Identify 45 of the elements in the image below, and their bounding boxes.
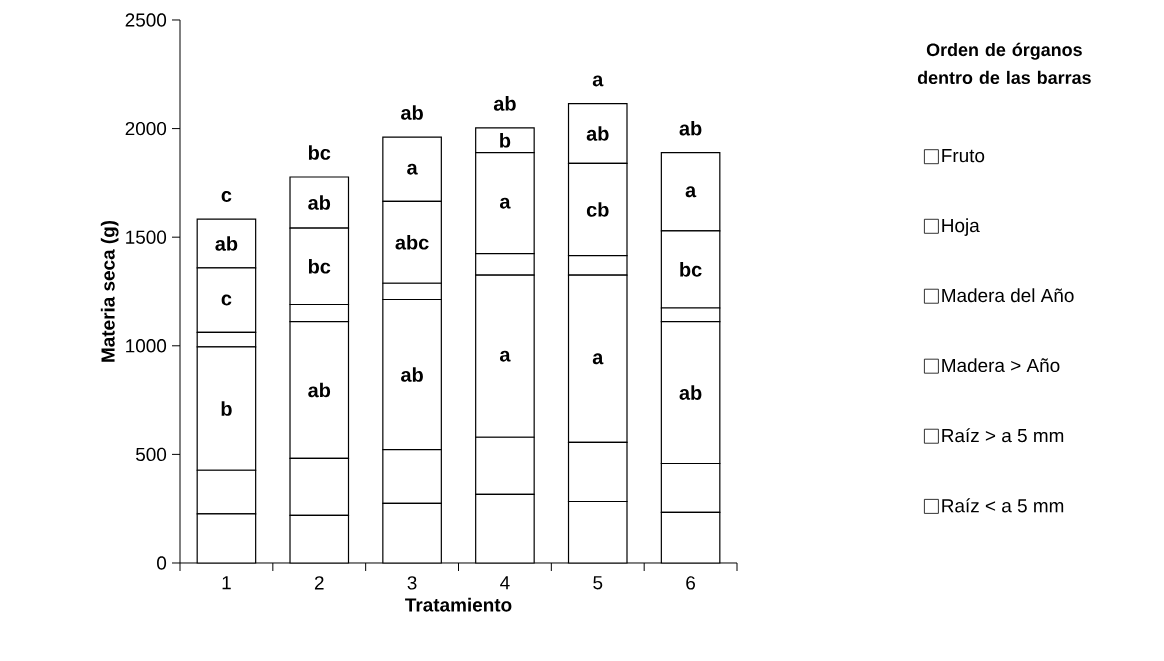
x-tick-label: 4 [500,576,510,590]
legend-label: Raíz < a 5 mm [942,498,1064,513]
data-label: ab [308,195,331,210]
x-tick-label: 1 [222,576,231,590]
legend-label: Madera del Año [942,288,1074,303]
data-label: c [221,294,232,306]
legend-title: Orden de órganos dentro de las barras [917,42,1091,85]
legend-label: Fruto [942,149,985,163]
y-tick-label: 2500 [125,13,167,27]
data-label: bc [308,258,331,274]
legend-label: Hoja [942,218,980,236]
data-label: ab [679,385,702,400]
data-label: ab [215,236,238,251]
total-label: ab [493,96,516,111]
data-label: ab [401,367,423,382]
x-tick-label: 3 [407,576,417,590]
total-label: a [592,75,604,87]
x-tick-label: 2 [314,576,324,590]
y-tick-label: 2000 [125,121,167,136]
data-label: ab [308,382,331,398]
y-axis-title: Materia seca (g) [100,220,119,362]
data-label: abc [395,234,429,250]
y-tick-label: 1000 [126,339,167,353]
y-tick-label: 500 [135,447,167,462]
legend-label: Raíz > a 5 mm [942,428,1064,443]
x-tick-label: 5 [593,576,603,590]
data-label: cb [586,202,609,217]
data-label: a [685,186,697,198]
data-label: bc [680,262,702,277]
data-label: a [499,350,511,362]
data-label: ab [586,126,609,141]
y-tick-label: 1500 [126,230,167,244]
total-label: ab [679,120,702,136]
data-label: b [221,401,232,416]
data-label: a [499,197,511,209]
data-label: a [407,163,418,175]
legend-label: Madera > Año [942,358,1060,373]
total-label: c [221,191,232,202]
total-label: ab [401,105,423,120]
x-axis-title: Tratamiento [405,597,512,612]
x-tick-label: 6 [686,576,696,590]
data-label: b [500,133,511,148]
total-label: bc [308,145,331,160]
y-tick-label: 0 [157,556,167,570]
data-label: a [592,353,604,365]
